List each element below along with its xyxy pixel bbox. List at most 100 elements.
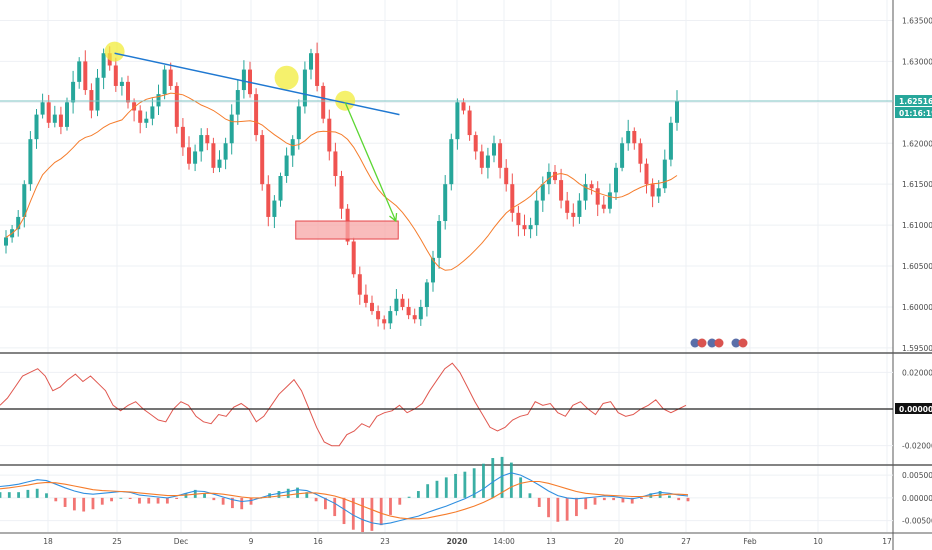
macd-histogram-bar (444, 477, 448, 498)
macd-histogram-bar (528, 493, 532, 498)
macd-histogram-bar (296, 487, 299, 498)
candle-body (479, 151, 484, 168)
macd-histogram-bar (379, 497, 383, 526)
macd-histogram-bar (454, 473, 457, 498)
macd-histogram-bar (54, 497, 58, 502)
candle-body (534, 200, 539, 226)
support-zone[interactable] (295, 220, 399, 240)
time-tick-label: 18 (43, 537, 53, 546)
macd-histogram-bar (612, 497, 616, 501)
macd-histogram-bar (147, 497, 151, 504)
candle-body (4, 237, 8, 246)
candle-body (461, 102, 466, 111)
candle-body (321, 85, 326, 119)
price-tick-label: 1.63500 (902, 16, 932, 25)
event-flag-icon[interactable] (738, 338, 748, 348)
event-flag-icon[interactable] (697, 338, 707, 348)
projection-arrow[interactable] (344, 102, 397, 222)
macd-histogram-bar (249, 497, 253, 505)
macd-histogram-bar (351, 497, 355, 530)
macd-histogram-bar (463, 471, 467, 498)
macd-histogram-bar (426, 484, 430, 498)
candle-body (34, 114, 39, 140)
macd-histogram-bar (416, 491, 420, 498)
candle-body (589, 184, 594, 189)
macd-histogram-bar (621, 497, 625, 503)
macd-histogram-bar (333, 497, 337, 517)
time-tick-label: Dec (174, 537, 189, 546)
macd-histogram-bar (221, 497, 225, 505)
price-tick-label: 1.61500 (902, 180, 932, 189)
event-flag-icon[interactable] (707, 338, 717, 348)
macd-histogram-bar (640, 497, 643, 499)
time-tick-label: 14:00 (493, 537, 515, 546)
candle-body (46, 102, 51, 123)
arrow-head (389, 212, 398, 223)
macd-tick-label: -0.00500 (902, 517, 932, 526)
candle-body (510, 184, 515, 213)
price-tick-label: 1.60500 (902, 262, 932, 271)
candle-body (144, 118, 149, 123)
macd-histogram-bar (286, 488, 290, 498)
macd-histogram-bar (556, 497, 560, 522)
candle-body (40, 102, 45, 115)
osc-tick-label: -0.02000 (902, 442, 932, 451)
macd-histogram-bar (7, 492, 11, 498)
candle-body (119, 81, 124, 86)
time-tick-label: 27 (681, 537, 691, 546)
zero-value-badge (895, 403, 932, 414)
macd-histogram-bar (324, 497, 327, 510)
macd-histogram-bar (138, 497, 141, 504)
candle-body (522, 225, 527, 230)
macd-histogram-bar (547, 497, 550, 518)
candle-body (223, 143, 228, 160)
time-tick-label: 25 (112, 537, 122, 546)
macd-histogram-bar (156, 497, 160, 504)
macd-histogram-bar (305, 492, 309, 498)
macd-histogram-bar (630, 497, 634, 504)
macd-tick-label: 0.00000 (902, 494, 932, 503)
macd-histogram-bar (314, 497, 318, 502)
candle-body (138, 110, 143, 123)
candle-body (199, 135, 204, 152)
macd-histogram-bar (519, 477, 523, 498)
macd-histogram-bar (537, 497, 541, 507)
countdown-label: 01:16:19 (899, 109, 932, 118)
candle-body (614, 167, 618, 193)
event-flag-icon[interactable] (690, 338, 700, 348)
osc-tick-label: 0.02000 (902, 368, 932, 377)
candle-body (241, 69, 246, 91)
candle-body (168, 69, 173, 86)
highlight-circle (104, 41, 125, 62)
event-flag-icon[interactable] (714, 338, 724, 348)
candle-body (284, 155, 289, 176)
macd-histogram-bar (82, 497, 86, 512)
trendline[interactable] (114, 52, 400, 116)
time-tick-label: 17 (882, 537, 892, 546)
candle-body (406, 306, 411, 316)
candle-body (668, 122, 673, 160)
candle-body (443, 184, 448, 222)
candle-body (516, 212, 521, 226)
candle-body (16, 216, 21, 230)
macd-histogram-bar (677, 497, 681, 501)
macd-histogram-bar (63, 497, 67, 507)
macd-histogram-bar (45, 493, 48, 498)
macd-histogram-bar (602, 497, 606, 501)
signal-line (0, 480, 689, 520)
event-flag-icon[interactable] (731, 338, 741, 348)
oscillator-line (0, 362, 687, 447)
macd-histogram-bar (110, 497, 113, 502)
macd-histogram-bar (491, 458, 495, 498)
zero-value-label: 0.00000 (899, 405, 932, 414)
candle-body (638, 143, 643, 164)
price-tick-label: 1.60000 (902, 303, 932, 312)
candle-body (473, 135, 478, 152)
candle-body (254, 94, 259, 136)
candle-body (132, 102, 137, 111)
candle-body (22, 184, 27, 217)
candle-body (126, 81, 130, 103)
candle-body (357, 274, 362, 295)
candle-body (388, 311, 393, 324)
